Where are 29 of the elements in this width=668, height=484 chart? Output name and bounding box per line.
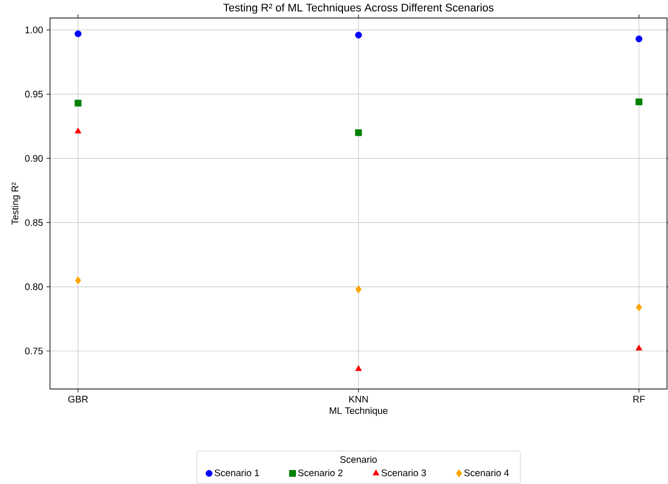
point [355, 129, 362, 136]
point [636, 98, 642, 106]
x-axis-title: ML Technique [330, 407, 388, 416]
x-tick-label: KNN [349, 396, 368, 402]
point [355, 365, 362, 371]
y-tick-label: 0.75 [25, 348, 43, 354]
x-tick-label: RF [633, 396, 645, 402]
y-tick-label: 0.90 [25, 155, 43, 162]
legend-title: Scenario [340, 456, 377, 463]
y-axis-title: Testing R² [11, 182, 20, 225]
point [355, 285, 362, 294]
point [75, 276, 82, 284]
point [636, 303, 642, 312]
point [636, 344, 642, 350]
legend-label: Scenario 2 [298, 469, 343, 476]
legend-label: Scenario 1 [214, 469, 260, 476]
chart-title: Testing R² of ML Techniques Across Different Scenarios [223, 3, 494, 14]
y-tick-label: 0.80 [25, 283, 43, 290]
legend-label: Scenario 3 [382, 469, 426, 476]
point [355, 32, 362, 38]
point [74, 128, 82, 134]
y-tick-label: 0.95 [25, 90, 43, 98]
point [636, 36, 642, 42]
y-tick-label: 1.00 [25, 26, 43, 34]
point [74, 100, 82, 107]
y-tick-label: 0.85 [25, 219, 43, 226]
x-tick-label: GBR [68, 396, 88, 403]
point [74, 30, 82, 38]
legend-label: Scenario 4 [464, 469, 509, 476]
